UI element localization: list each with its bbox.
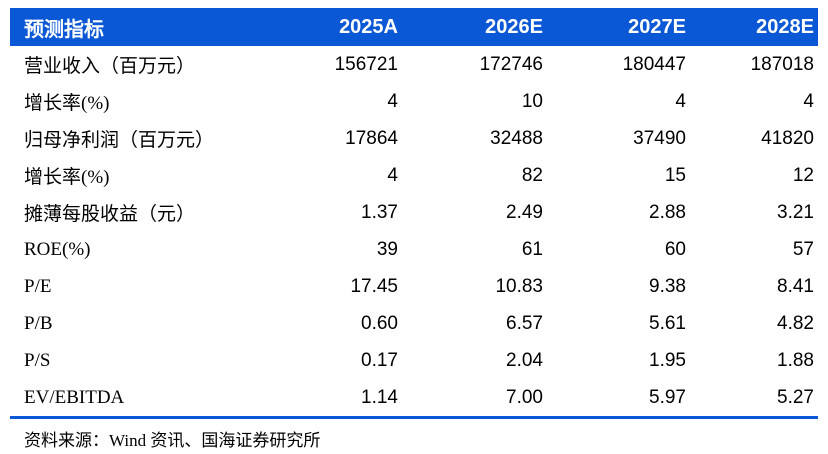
row-value: 37490 <box>547 120 690 157</box>
row-value: 82 <box>402 157 547 194</box>
row-value: 39 <box>262 231 402 268</box>
table-row: ROE(%) 39 61 60 57 <box>10 231 818 268</box>
row-value: 187018 <box>690 46 818 83</box>
table-row: EV/EBITDA 1.14 7.00 5.97 5.27 <box>10 379 818 418</box>
row-label: 归母净利润（百万元） <box>10 120 262 157</box>
row-value: 180447 <box>547 46 690 83</box>
row-value: 9.38 <box>547 268 690 305</box>
source-note: 资料来源：Wind 资讯、国海证券研究所 <box>24 431 321 450</box>
table-row: 营业收入（百万元） 156721 172746 180447 187018 <box>10 46 818 83</box>
row-value: 5.61 <box>547 305 690 342</box>
row-label: P/B <box>10 305 262 342</box>
row-value: 61 <box>402 231 547 268</box>
row-value: 17864 <box>262 120 402 157</box>
row-value: 10 <box>402 83 547 120</box>
row-label: ROE(%) <box>10 231 262 268</box>
table-row: 增长率(%) 4 82 15 12 <box>10 157 818 194</box>
forecast-table-container: 预测指标 2025A 2026E 2027E 2028E 营业收入（百万元） 15… <box>10 8 818 419</box>
row-value: 4 <box>547 83 690 120</box>
row-value: 41820 <box>690 120 818 157</box>
table-row: P/B 0.60 6.57 5.61 4.82 <box>10 305 818 342</box>
row-value: 57 <box>690 231 818 268</box>
row-value: 6.57 <box>402 305 547 342</box>
table-row: 归母净利润（百万元） 17864 32488 37490 41820 <box>10 120 818 157</box>
row-value: 156721 <box>262 46 402 83</box>
row-value: 5.27 <box>690 379 818 418</box>
row-value: 15 <box>547 157 690 194</box>
row-value: 17.45 <box>262 268 402 305</box>
row-value: 32488 <box>402 120 547 157</box>
table-body: 营业收入（百万元） 156721 172746 180447 187018 增长率(%) 4… <box>10 46 818 418</box>
row-value: 2.49 <box>402 194 547 231</box>
row-label: P/E <box>10 268 262 305</box>
row-value: 0.60 <box>262 305 402 342</box>
row-value: 2.04 <box>402 342 547 379</box>
table-row: 增长率(%) 4 10 4 4 <box>10 83 818 120</box>
header-col-2027E: 2027E <box>547 8 690 46</box>
row-label: 营业收入（百万元） <box>10 46 262 83</box>
table-row: P/E 17.45 10.83 9.38 8.41 <box>10 268 818 305</box>
row-value: 0.17 <box>262 342 402 379</box>
row-value: 1.14 <box>262 379 402 418</box>
row-value: 7.00 <box>402 379 547 418</box>
forecast-table: 预测指标 2025A 2026E 2027E 2028E 营业收入（百万元） 15… <box>10 8 818 419</box>
row-value: 4 <box>690 83 818 120</box>
table-row: 摊薄每股收益（元） 1.37 2.49 2.88 3.21 <box>10 194 818 231</box>
header-col-2025A: 2025A <box>262 8 402 46</box>
table-row: P/S 0.17 2.04 1.95 1.88 <box>10 342 818 379</box>
row-label: EV/EBITDA <box>10 379 262 418</box>
row-value: 172746 <box>402 46 547 83</box>
table-header-row: 预测指标 2025A 2026E 2027E 2028E <box>10 8 818 46</box>
row-value: 2.88 <box>547 194 690 231</box>
row-value: 12 <box>690 157 818 194</box>
row-value: 60 <box>547 231 690 268</box>
row-label: 增长率(%) <box>10 157 262 194</box>
row-label: 增长率(%) <box>10 83 262 120</box>
row-value: 4 <box>262 157 402 194</box>
header-indicator-label: 预测指标 <box>10 8 262 46</box>
row-value: 4.82 <box>690 305 818 342</box>
row-value: 1.37 <box>262 194 402 231</box>
row-value: 1.95 <box>547 342 690 379</box>
row-label: P/S <box>10 342 262 379</box>
header-col-2028E: 2028E <box>690 8 818 46</box>
row-label: 摊薄每股收益（元） <box>10 194 262 231</box>
row-value: 10.83 <box>402 268 547 305</box>
row-value: 1.88 <box>690 342 818 379</box>
row-value: 8.41 <box>690 268 818 305</box>
row-value: 3.21 <box>690 194 818 231</box>
header-col-2026E: 2026E <box>402 8 547 46</box>
row-value: 4 <box>262 83 402 120</box>
row-value: 5.97 <box>547 379 690 418</box>
